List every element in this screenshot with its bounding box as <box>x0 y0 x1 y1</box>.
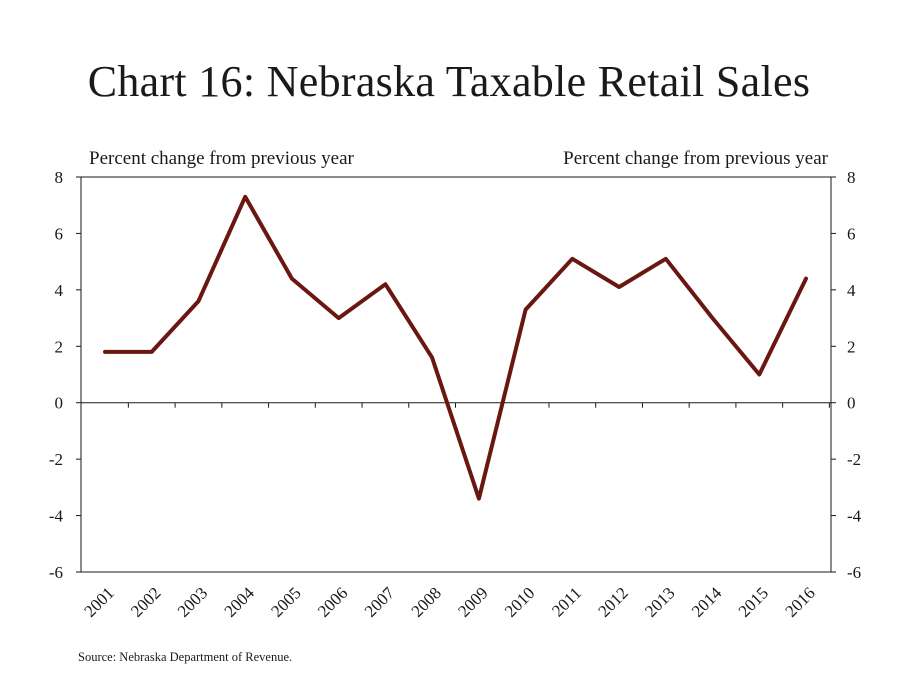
x-tick-label: 2005 <box>267 583 304 620</box>
y-tick-label-right: 0 <box>847 394 856 413</box>
x-tick-label: 2013 <box>641 583 678 620</box>
x-tick-label: 2001 <box>80 583 117 620</box>
x-tick-label: 2007 <box>361 583 399 621</box>
left-y-axis: 8 6 4 2 0 -2 -4 -6 <box>49 168 81 582</box>
plot-area-frame <box>80 176 832 573</box>
y-tick-label-right: -2 <box>847 450 861 469</box>
x-tick-label: 2004 <box>221 583 259 621</box>
x-tick-label: 2010 <box>501 583 538 620</box>
y-axis-label-left: Percent change from previous year <box>89 148 354 169</box>
y-tick-label-left: 2 <box>55 337 64 356</box>
x-tick-label: 2006 <box>314 583 351 620</box>
y-tick-label-right: 8 <box>847 168 856 187</box>
x-tick-label: 2009 <box>454 583 491 620</box>
y-tick-label-left: 4 <box>55 281 64 300</box>
y-tick-label-left: 0 <box>55 394 64 413</box>
y-tick-label-left: 6 <box>55 224 64 243</box>
x-tick-label: 2012 <box>594 583 631 620</box>
series-line <box>103 194 808 501</box>
y-axis-label-right: Percent change from previous year <box>563 148 828 169</box>
x-tick-label: 2016 <box>781 583 818 620</box>
y-tick-label-left: -6 <box>49 563 63 582</box>
y-tick-label-left: -2 <box>49 450 63 469</box>
y-tick-label-left: 8 <box>55 168 64 187</box>
x-tick-label: 2002 <box>127 583 164 620</box>
source-note: Source: Nebraska Department of Revenue. <box>78 650 293 664</box>
chart-title: Chart 16: Nebraska Taxable Retail Sales <box>87 57 811 106</box>
y-tick-label-right: 4 <box>847 281 856 300</box>
x-tick-label: 2011 <box>548 583 585 620</box>
x-tick-label: 2015 <box>735 583 772 620</box>
x-tick-label: 2003 <box>174 583 211 620</box>
x-tick-label: 2008 <box>407 583 444 620</box>
y-tick-label-right: -6 <box>847 563 861 582</box>
y-tick-label-right: 2 <box>847 337 856 356</box>
right-y-axis: 8 6 4 2 0 -2 -4 -6 <box>831 168 862 582</box>
x-axis: 2001 2002 2003 2004 2005 2006 2007 2008 2009 2010… <box>80 402 830 621</box>
y-tick-label-right: 6 <box>847 224 856 243</box>
y-tick-label-right: -4 <box>847 507 862 526</box>
x-tick-label: 2014 <box>688 583 726 621</box>
y-tick-label-left: -4 <box>49 507 64 526</box>
